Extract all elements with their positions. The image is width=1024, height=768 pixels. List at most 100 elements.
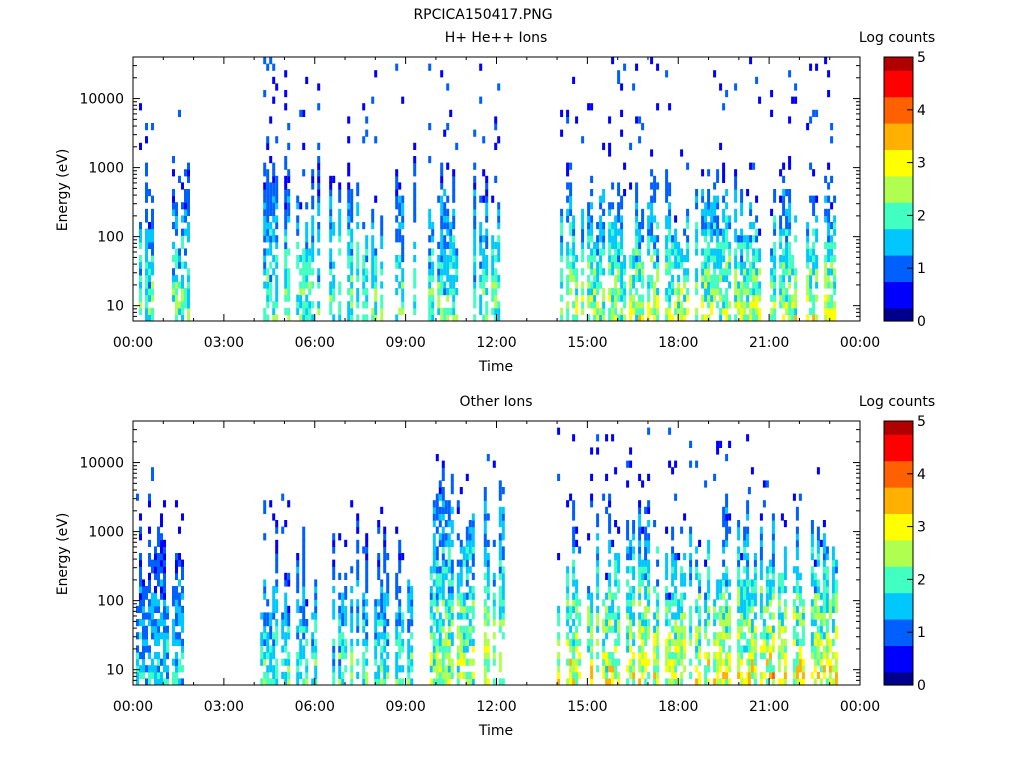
heatmap-cell xyxy=(575,605,579,613)
heatmap-cell xyxy=(438,678,442,685)
heatmap-cell xyxy=(446,215,450,223)
heatmap-cell xyxy=(647,619,651,627)
heatmap-cell xyxy=(350,678,354,685)
heatmap-cell xyxy=(398,599,402,607)
heatmap-cell xyxy=(791,255,795,263)
heatmap-cell xyxy=(497,215,501,223)
heatmap-cell xyxy=(557,652,561,660)
heatmap-cell xyxy=(386,638,390,646)
heatmap-cell xyxy=(275,222,279,230)
heatmap-cell xyxy=(151,473,154,481)
heatmap-cell xyxy=(722,625,726,633)
heatmap-cell xyxy=(827,90,831,98)
heatmap-cell xyxy=(608,228,612,236)
heatmap-cell xyxy=(762,652,766,660)
heatmap-cell xyxy=(746,605,750,613)
heatmap-cell xyxy=(641,645,645,653)
heatmap-cell xyxy=(680,658,684,666)
heatmap-cell xyxy=(175,288,178,296)
heatmap-cell xyxy=(755,268,759,276)
heatmap-cell xyxy=(737,652,741,660)
heatmap-cell xyxy=(587,533,591,541)
heatmap-cell xyxy=(344,586,348,594)
heatmap-cell xyxy=(471,671,475,679)
heatmap-cell xyxy=(338,307,342,315)
heatmap-cell xyxy=(605,678,609,685)
heatmap-cell xyxy=(302,314,306,321)
heatmap-cell xyxy=(491,195,495,203)
heatmap-cell xyxy=(755,307,759,315)
heatmap-cell xyxy=(734,261,738,269)
heatmap-cell xyxy=(737,553,741,561)
heatmap-cell xyxy=(501,520,505,528)
heatmap-cell xyxy=(725,288,729,296)
heatmap-cell xyxy=(347,241,351,249)
heatmap-cell xyxy=(311,301,315,309)
heatmap-cell xyxy=(136,671,139,679)
heatmap-cell xyxy=(816,652,820,660)
heatmap-cell xyxy=(447,592,451,600)
heatmap-cell xyxy=(614,645,618,653)
heatmap-cell xyxy=(728,248,732,256)
heatmap-cell xyxy=(833,281,837,289)
heatmap-cell xyxy=(566,605,570,613)
heatmap-cell xyxy=(671,572,675,580)
heatmap-cell xyxy=(486,553,490,561)
heatmap-cell xyxy=(486,652,490,660)
heatmap-cell xyxy=(471,605,475,613)
heatmap-cell xyxy=(593,294,597,302)
heatmap-cell xyxy=(350,605,354,613)
heatmap-cell xyxy=(746,533,750,541)
heatmap-cell xyxy=(356,513,360,521)
heatmap-cell xyxy=(302,546,306,554)
heatmap-cell xyxy=(587,202,591,210)
heatmap-cell xyxy=(483,665,487,673)
heatmap-cell xyxy=(569,625,573,633)
heatmap-cell xyxy=(178,248,181,256)
heatmap-cell xyxy=(632,658,636,666)
heatmap-cell xyxy=(275,294,279,302)
heatmap-cell xyxy=(626,546,630,554)
colorbar-cell xyxy=(884,624,913,628)
heatmap-cell xyxy=(644,506,648,514)
heatmap-cell xyxy=(737,241,741,249)
heatmap-cell xyxy=(725,454,729,462)
colorbar-cell xyxy=(884,674,913,678)
heatmap-cell xyxy=(428,307,432,315)
heatmap-cell xyxy=(163,645,166,653)
heatmap-cell xyxy=(299,605,303,613)
heatmap-cell xyxy=(269,235,273,243)
heatmap-cell xyxy=(482,314,486,321)
heatmap-cell xyxy=(668,202,672,210)
heatmap-cell xyxy=(365,116,369,124)
heatmap-cell xyxy=(356,268,360,276)
heatmap-cell xyxy=(704,678,708,685)
heatmap-cell xyxy=(187,195,190,203)
heatmap-cell xyxy=(284,599,288,607)
heatmap-cell xyxy=(680,248,684,256)
heatmap-cell xyxy=(479,222,483,230)
heatmap-cell xyxy=(755,274,759,282)
heatmap-cell xyxy=(332,638,336,646)
heatmap-cell xyxy=(740,248,744,256)
heatmap-cell xyxy=(166,645,169,653)
heatmap-cell xyxy=(677,605,681,613)
heatmap-cell xyxy=(299,638,303,646)
heatmap-cell xyxy=(356,638,360,646)
heatmap-cell xyxy=(471,533,475,541)
heatmap-cell xyxy=(792,671,796,679)
heatmap-cell xyxy=(596,434,600,442)
heatmap-cell xyxy=(713,248,717,256)
heatmap-cell xyxy=(175,261,178,269)
heatmap-cell xyxy=(311,268,315,276)
heatmap-cell xyxy=(386,553,390,561)
heatmap-cell xyxy=(569,493,573,501)
heatmap-cell xyxy=(827,208,831,216)
heatmap-cell xyxy=(785,248,789,256)
heatmap-cell xyxy=(151,665,154,673)
heatmap-cell xyxy=(178,665,181,673)
heatmap-cell xyxy=(617,678,621,685)
heatmap-cell xyxy=(788,301,792,309)
heatmap-cell xyxy=(822,612,826,620)
heatmap-cell xyxy=(698,579,702,587)
